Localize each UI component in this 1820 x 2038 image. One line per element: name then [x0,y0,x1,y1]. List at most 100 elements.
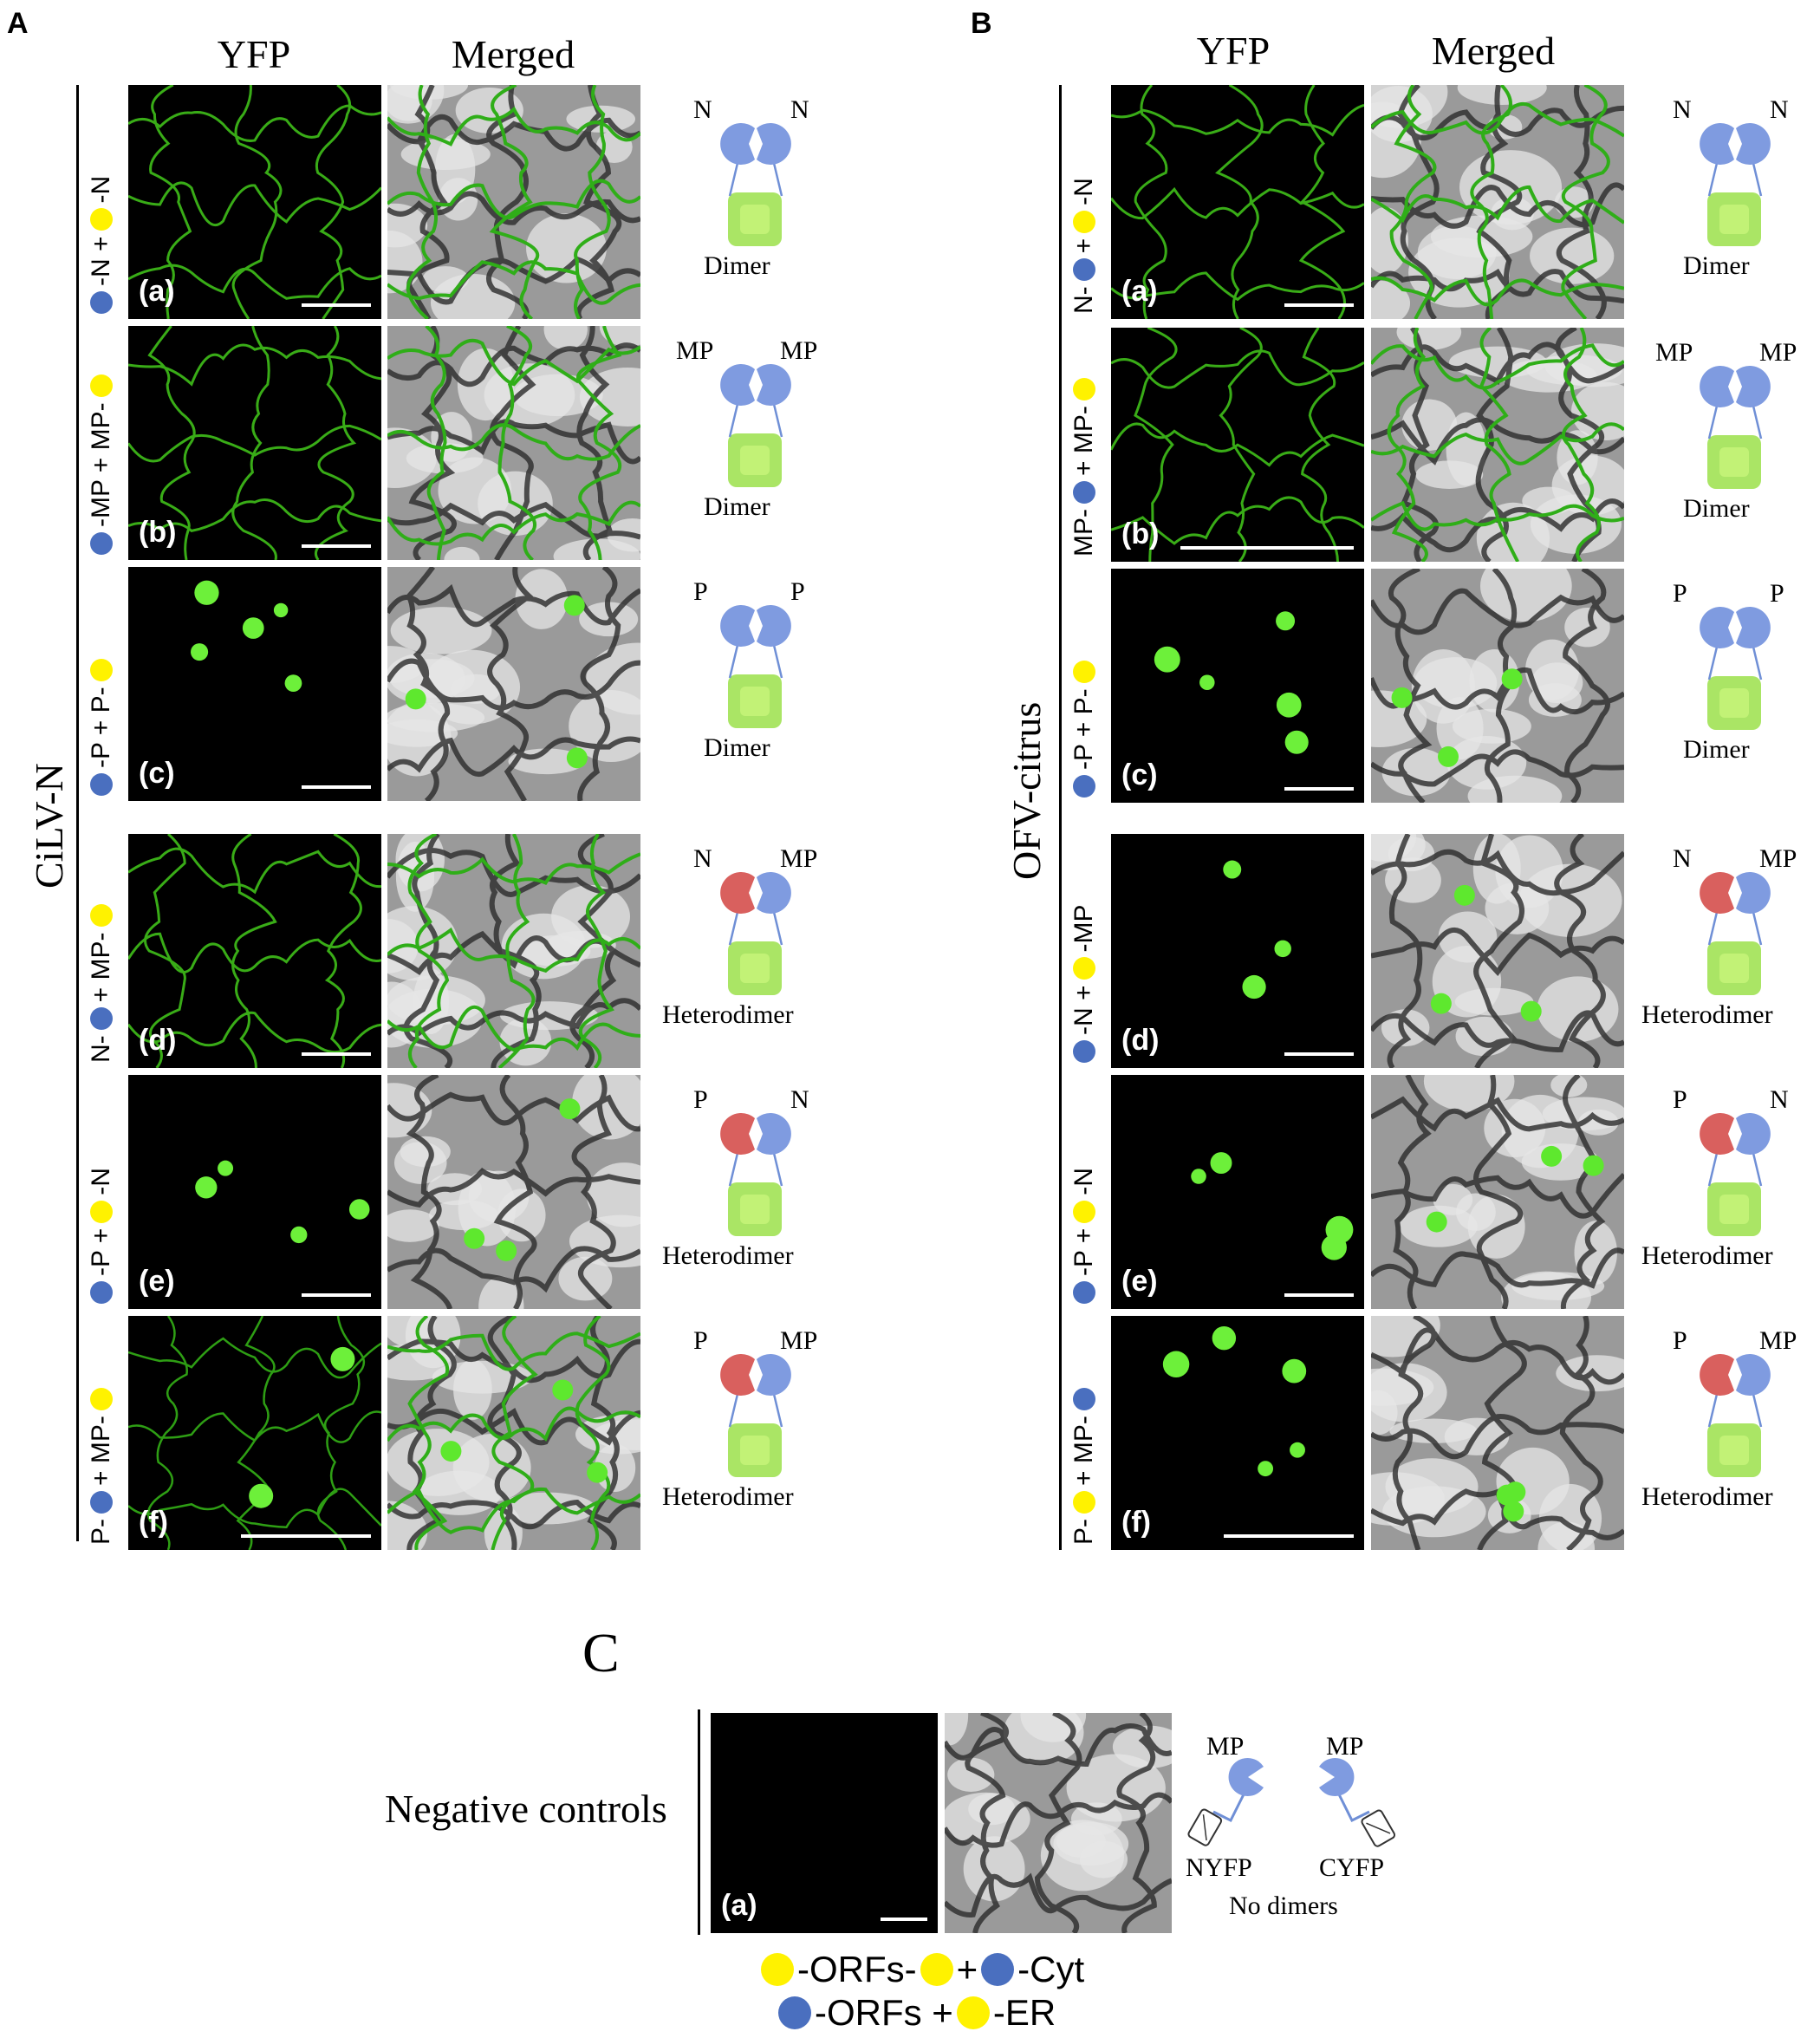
nucleus-signal [191,643,209,661]
a-row-6-type-label: Heterodimer [662,1482,794,1511]
nucleus-signal [1503,1501,1524,1522]
blue-dot-icon [90,773,113,796]
row-label-text: + MP- [87,932,115,1003]
b-row-6-label-right: MP [1759,1326,1797,1355]
a-row-label-4: N- + MP- [87,904,116,1063]
b-row-4-schematic [1700,872,1771,995]
b-merged-image-1 [1371,85,1624,319]
nucleus-signal [1501,668,1523,690]
b-row-5-type-label: Heterodimer [1641,1241,1773,1270]
nucleus-signal [1438,746,1459,767]
a-yfp-image-5: (e) [128,1075,381,1309]
row-label-text: + MP- [87,1416,115,1486]
a-yfp-image-1: (a) [128,85,381,319]
b-row-label-2: MP- + MP- [1069,378,1099,557]
a-row-1-type-label: Dimer [704,251,770,280]
sub-panel-label: (a) [139,275,175,308]
nucleus-signal [1520,1000,1542,1022]
scale-bar [1284,787,1354,791]
negative-result-label: No dimers [1229,1891,1338,1920]
a-merged-image-6 [387,1316,640,1550]
divider-line-b [1059,85,1062,1550]
merged-texture [1371,85,1624,319]
b-row-5-label-right: N [1770,1085,1789,1114]
scale-bar [302,544,371,548]
blue-dot-icon [90,291,113,314]
protein-left [1700,1113,1734,1155]
a-row-label-5: -P + -N [87,1168,116,1304]
row-label-text: N- [87,1035,115,1063]
row-label-text: -N [1069,1168,1098,1195]
sub-panel-label: (c) [1121,759,1158,791]
yfp-texture [128,834,381,1068]
nucleus-signal [1391,687,1413,708]
membrane-signal [128,85,381,319]
negative-merged-image [945,1713,1172,1933]
yellow-dot-icon [956,1996,990,2029]
panel-letter-a: A [7,7,29,40]
row-label-text: + MP- [1069,1416,1098,1486]
nucleus-signal [1541,1145,1563,1167]
a-merged-image-5 [387,1075,640,1309]
nucleus-signal [1223,860,1242,879]
a-row-2-schematic [720,364,791,487]
protein-right [1736,607,1771,648]
yellow-dot-icon [90,1200,113,1223]
protein-left [720,1113,755,1155]
sub-panel-label: (c) [139,757,175,790]
yellow-dot-icon [1073,957,1095,980]
merged-texture [1371,1316,1624,1550]
yfp-texture [128,1316,381,1550]
a-merged-image-1 [387,85,640,319]
merged-texture [387,1316,640,1550]
a-row-3-type-label: Dimer [704,733,770,762]
b-merged-image-5 [1371,1075,1624,1309]
b-row-1-schematic [1700,123,1771,246]
a-merged-image-3 [387,567,640,801]
a-merged-image-4 [387,834,640,1068]
nucleus-signal [1426,1211,1447,1233]
protein-left [720,1354,755,1396]
row-label-text: -MP [1069,904,1098,953]
yellow-dot-icon [90,659,113,682]
b-row-6-label-left: P [1673,1326,1687,1355]
nucleus-signal [496,1240,517,1261]
divider-line-c [698,1709,700,1935]
row-label-text: -MP + MP- [87,402,115,527]
nucleus-signal [348,1199,370,1220]
protein-left [720,872,755,914]
sub-panel-label: (a) [1121,275,1158,308]
merged-texture [387,326,640,560]
sub-panel-label: (f) [139,1506,168,1539]
a-row-6-label-right: MP [780,1326,818,1355]
a-yfp-image-3: (c) [128,567,381,801]
negative-label-mp-right: MP [1326,1732,1364,1761]
nucleus-signal [1453,884,1475,906]
yfp-texture [128,1075,381,1309]
blue-dot-icon [90,1491,113,1514]
b-yfp-image-5: (e) [1111,1075,1364,1309]
nucleus-signal [1282,1358,1307,1384]
sub-panel-label: (d) [139,1024,177,1057]
b-row-5-schematic [1700,1113,1771,1236]
nucleus-signal [284,674,302,693]
scale-bar [881,1918,927,1921]
a-yfp-image-4: (d) [128,834,381,1068]
merged-texture [387,567,640,801]
divider-line-a [76,85,79,1541]
protein-left [720,364,755,406]
nucleus-signal [1210,1152,1232,1175]
protein-right [1736,366,1771,407]
a-row-4-label-left: N [693,844,712,873]
nucleus-signal [218,1160,234,1176]
a-row-label-2: -MP + MP- [87,374,116,555]
a-row-label-6: P- + MP- [87,1388,116,1545]
a-row-4-schematic [720,872,791,995]
blue-dot-icon [1073,258,1095,282]
yellow-dot-icon [920,1953,953,1986]
membrane-signal [128,834,381,1068]
nucleus-signal [587,1462,608,1483]
b-row-3-label-left: P [1673,579,1687,608]
yfp-texture [1111,1075,1364,1309]
sub-panel-label: (d) [1121,1024,1160,1057]
